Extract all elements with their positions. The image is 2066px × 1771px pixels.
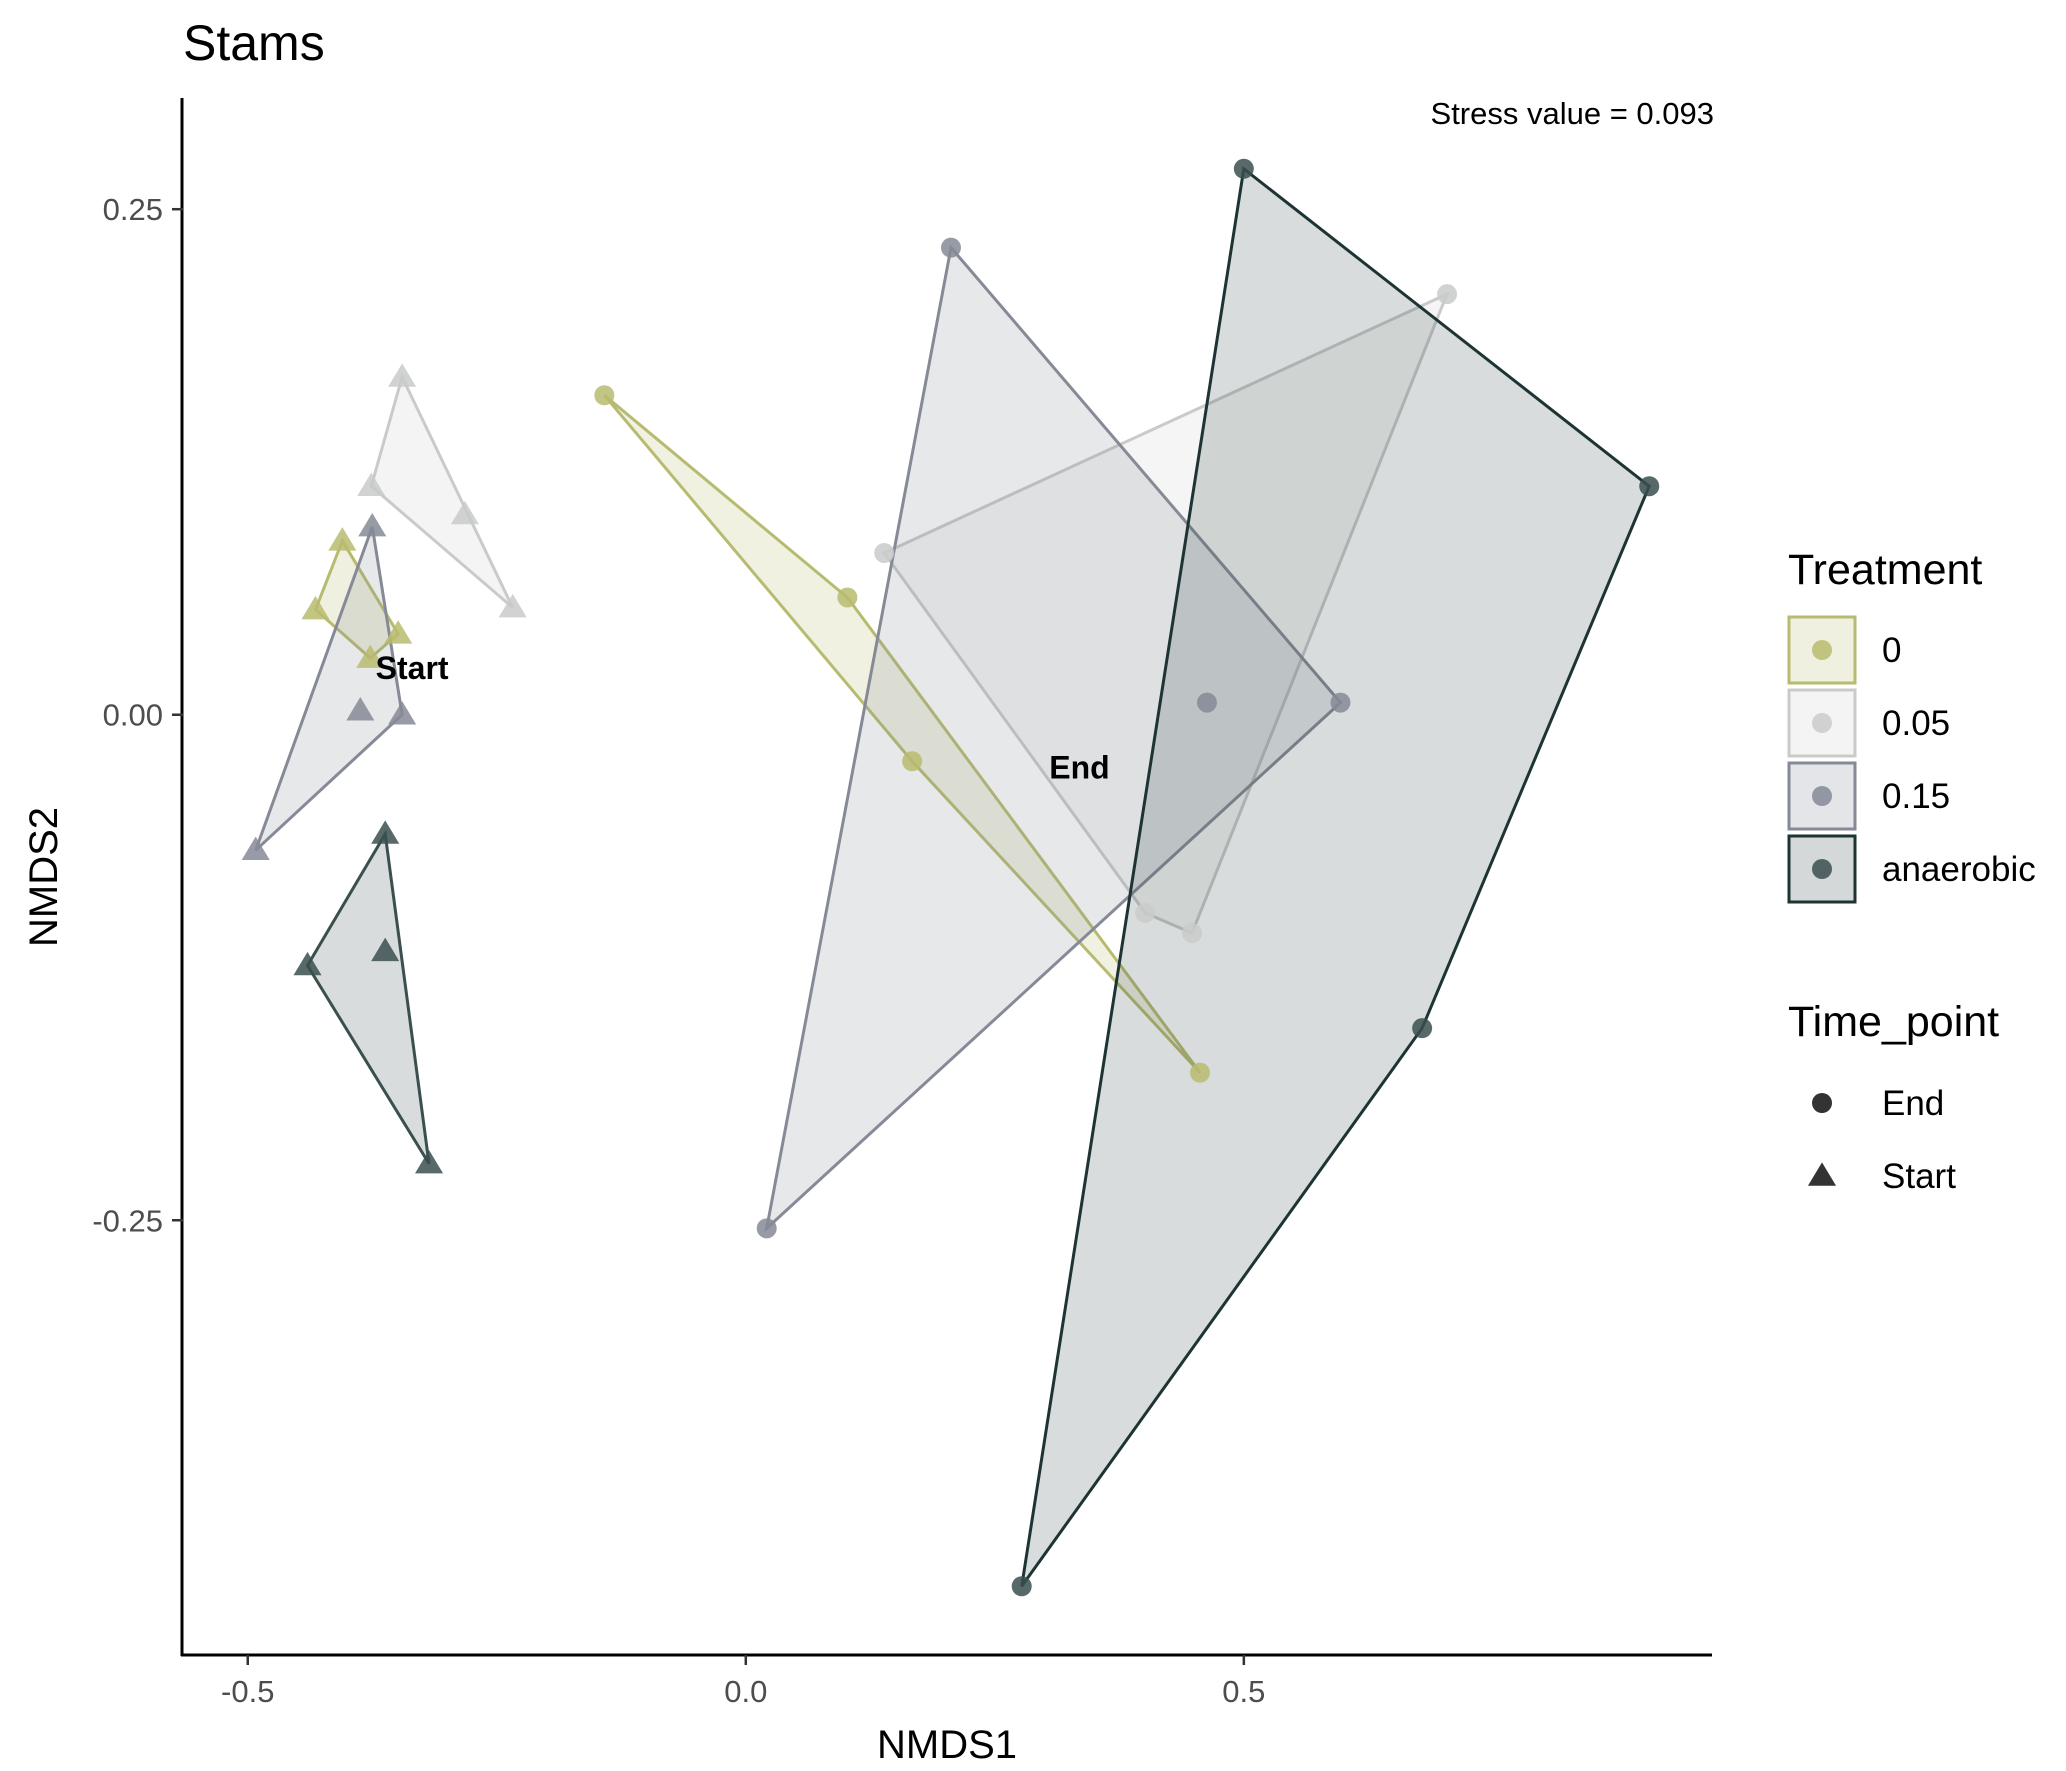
legend: Treatment 0 0.05 0.15 anaerobic Time_point End… bbox=[1787, 546, 2036, 1196]
y-tick-label: 0.00 bbox=[103, 698, 163, 733]
x-tick-label: -0.5 bbox=[221, 1674, 274, 1709]
point-0_05-end-0 bbox=[874, 542, 895, 563]
legend-key-start bbox=[1807, 1162, 1837, 1186]
point-0_05-start-2 bbox=[450, 500, 479, 525]
group-label-start: Start bbox=[376, 650, 449, 686]
legend-label-end: End bbox=[1882, 1084, 1944, 1123]
legend-label-start: Start bbox=[1882, 1157, 1956, 1196]
legend-title-time-point: Time_point bbox=[1788, 998, 1999, 1046]
point-0-end-1 bbox=[837, 587, 858, 608]
point-anaerobic-end-1 bbox=[1639, 476, 1660, 497]
point-0_05-start-3 bbox=[498, 593, 527, 618]
point-0_15-end-3 bbox=[756, 1218, 777, 1239]
y-tick-layer: -0.25 0.00 0.25 bbox=[92, 192, 183, 1238]
legend-label-0_05: 0.05 bbox=[1882, 704, 1950, 743]
hull-0_15-start bbox=[254, 526, 404, 852]
y-tick-label: 0.25 bbox=[103, 192, 163, 227]
point-0_15-end-2 bbox=[1330, 692, 1351, 713]
legend-title-treatment: Treatment bbox=[1788, 546, 1982, 594]
legend-key-dot bbox=[1812, 859, 1832, 879]
point-0_15-end-1 bbox=[1196, 692, 1217, 713]
point-0-end-0 bbox=[594, 385, 615, 406]
point-0_15-start-3 bbox=[241, 836, 270, 860]
point-0-start-2 bbox=[356, 644, 385, 668]
point-anaerobic-start-1 bbox=[293, 951, 322, 976]
y-axis-title: NMDS2 bbox=[22, 807, 66, 947]
point-0-start-3 bbox=[384, 620, 413, 644]
point-0_05-end-1 bbox=[1437, 284, 1458, 305]
y-tick-label: -0.25 bbox=[92, 1203, 163, 1238]
point-anaerobic-end-2 bbox=[1412, 1018, 1433, 1039]
point-0-end-2 bbox=[902, 751, 923, 772]
point-0-end-3 bbox=[1190, 1062, 1211, 1083]
hull-0_05-start bbox=[369, 372, 515, 609]
hull-layer bbox=[254, 166, 1652, 1588]
point-layer bbox=[241, 158, 1660, 1597]
point-anaerobic-start-2 bbox=[371, 937, 400, 962]
stress-annotation: Stress value = 0.093 bbox=[1431, 96, 1714, 131]
legend-key-dot bbox=[1812, 640, 1832, 660]
point-anaerobic-start-0 bbox=[371, 820, 400, 844]
legend-key-dot bbox=[1812, 713, 1832, 733]
point-0-start-0 bbox=[328, 527, 357, 551]
point-anaerobic-end-3 bbox=[1011, 1576, 1032, 1597]
hull-anaerobic-start bbox=[305, 829, 431, 1165]
x-axis-title: NMDS1 bbox=[877, 1723, 1017, 1767]
point-0_05-end-3 bbox=[1182, 923, 1203, 944]
legend-key-0_05 bbox=[1787, 688, 1857, 758]
group-label-layer: Start End bbox=[376, 650, 1110, 785]
chart-title: Stams bbox=[183, 15, 325, 71]
point-0_15-end-0 bbox=[940, 237, 961, 258]
legend-label-anaerobic: anaerobic bbox=[1882, 850, 2036, 889]
point-0_15-start-1 bbox=[346, 697, 375, 721]
legend-label-0: 0 bbox=[1882, 631, 1901, 670]
point-anaerobic-start-3 bbox=[414, 1149, 444, 1174]
point-0_05-start-0 bbox=[388, 363, 417, 387]
point-0_05-start-1 bbox=[357, 472, 386, 496]
point-0_05-end-2 bbox=[1135, 902, 1156, 923]
point-anaerobic-end-0 bbox=[1233, 158, 1254, 179]
x-tick-label: 0.5 bbox=[1222, 1674, 1265, 1709]
x-tick-layer: -0.5 0.0 0.5 bbox=[221, 1655, 1265, 1709]
legend-label-0_15: 0.15 bbox=[1882, 777, 1950, 816]
legend-key-dot bbox=[1812, 786, 1832, 806]
point-0-start-1 bbox=[301, 595, 330, 620]
point-0_15-start-0 bbox=[358, 513, 387, 537]
group-label-end: End bbox=[1049, 749, 1109, 785]
point-0_15-start-2 bbox=[388, 701, 417, 725]
legend-key-end bbox=[1812, 1093, 1832, 1113]
hull-0_15-end bbox=[764, 244, 1343, 1233]
x-tick-label: 0.0 bbox=[724, 1674, 767, 1709]
